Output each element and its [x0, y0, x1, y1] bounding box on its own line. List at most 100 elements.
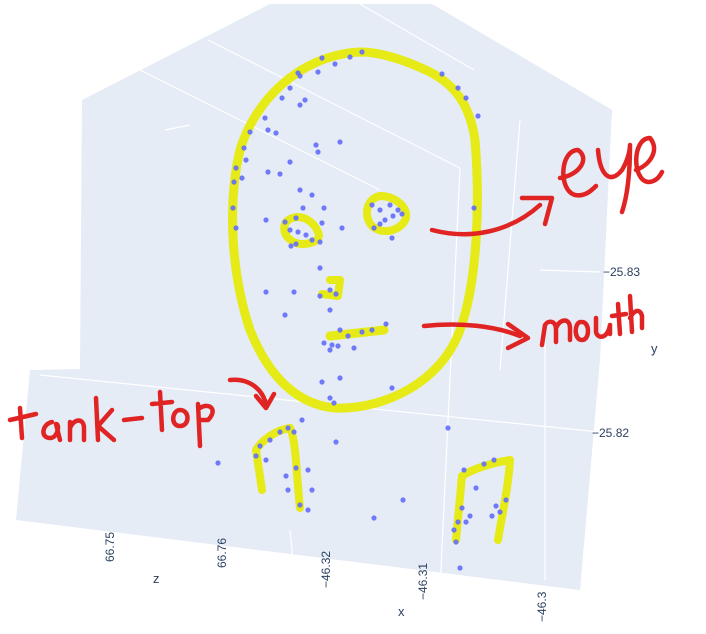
scatter-point[interactable] — [503, 497, 509, 503]
scatter-point[interactable] — [395, 207, 401, 213]
scatter-point[interactable] — [463, 519, 469, 525]
scatter-point[interactable] — [371, 225, 377, 231]
scatter-point[interactable] — [457, 565, 463, 571]
scatter-point[interactable] — [293, 215, 299, 221]
scatter-point[interactable] — [263, 289, 269, 295]
scatter-point[interactable] — [287, 159, 293, 165]
scatter-point[interactable] — [293, 465, 299, 471]
scatter-point[interactable] — [335, 343, 341, 349]
scatter-point[interactable] — [283, 473, 289, 479]
scatter-point[interactable] — [293, 241, 299, 247]
scatter-point[interactable] — [455, 519, 461, 525]
scatter-point[interactable] — [282, 219, 288, 225]
scatter-point[interactable] — [263, 217, 269, 223]
scatter-point[interactable] — [297, 502, 303, 508]
scatter-markers[interactable] — [215, 49, 509, 571]
scatter-point[interactable] — [359, 49, 365, 55]
scatter-point[interactable] — [371, 515, 377, 521]
scatter-point[interactable] — [333, 291, 339, 297]
scatter-point[interactable] — [288, 243, 294, 249]
scatter-point[interactable] — [327, 307, 333, 313]
scatter-point[interactable] — [262, 115, 268, 121]
scatter-point[interactable] — [297, 102, 303, 108]
scatter-point[interactable] — [282, 312, 288, 318]
scatter-point[interactable] — [305, 507, 311, 513]
scatter-point[interactable] — [491, 457, 497, 463]
scatter-point[interactable] — [291, 289, 297, 295]
scatter-point[interactable] — [345, 333, 351, 339]
scatter-point[interactable] — [277, 171, 283, 177]
scatter-point[interactable] — [382, 217, 388, 223]
scatter-point[interactable] — [287, 227, 293, 233]
scatter-point[interactable] — [295, 70, 301, 76]
scatter-point[interactable] — [319, 220, 325, 226]
scatter-point[interactable] — [389, 385, 395, 391]
scatter-point[interactable] — [445, 425, 451, 431]
scatter-point[interactable] — [299, 417, 305, 423]
scatter-point[interactable] — [347, 54, 353, 60]
scatter-point[interactable] — [305, 467, 311, 473]
scatter-point[interactable] — [321, 205, 327, 211]
scatter-point[interactable] — [337, 327, 343, 333]
scatter-point[interactable] — [285, 487, 291, 493]
scatter-point[interactable] — [377, 207, 383, 213]
scatter-point[interactable] — [247, 129, 253, 135]
scatter-point[interactable] — [265, 169, 271, 175]
scatter-point[interactable] — [287, 85, 293, 91]
scatter-point[interactable] — [475, 113, 481, 119]
scatter-point[interactable] — [309, 487, 315, 493]
scatter-point[interactable] — [309, 237, 315, 243]
scatter-point[interactable] — [309, 192, 315, 198]
scatter-point[interactable] — [369, 202, 375, 208]
scatter-point[interactable] — [285, 425, 291, 431]
scatter-point[interactable] — [257, 443, 263, 449]
scatter-point[interactable] — [215, 460, 221, 466]
scatter-point[interactable] — [327, 347, 333, 353]
scatter-point[interactable] — [315, 149, 321, 155]
scatter-point[interactable] — [455, 85, 461, 91]
scatter-point[interactable] — [377, 221, 383, 227]
scatter-point[interactable] — [315, 69, 321, 75]
scatter-point[interactable] — [241, 145, 247, 151]
scatter-point[interactable] — [463, 95, 469, 101]
scatter-point[interactable] — [461, 467, 467, 473]
scatter-point[interactable] — [400, 497, 406, 503]
scatter-point[interactable] — [319, 55, 325, 61]
scatter-point[interactable] — [329, 342, 335, 348]
scatter-point[interactable] — [317, 265, 323, 271]
scatter-point[interactable] — [439, 71, 445, 77]
scatter-point[interactable] — [451, 527, 457, 533]
scatter-point[interactable] — [383, 321, 389, 327]
scatter-point[interactable] — [459, 505, 465, 511]
scatter-point[interactable] — [327, 395, 333, 401]
scatter-point[interactable] — [279, 95, 285, 101]
scatter-point[interactable] — [303, 232, 309, 238]
scatter-point[interactable] — [481, 461, 487, 467]
scatter-point[interactable] — [273, 130, 279, 136]
scatter-point[interactable] — [317, 239, 323, 245]
scatter-point[interactable] — [319, 379, 325, 385]
scatter-point[interactable] — [337, 375, 343, 381]
scatter-point[interactable] — [253, 453, 259, 459]
scatter-point[interactable] — [337, 139, 343, 145]
scatter-point[interactable] — [389, 235, 395, 241]
scatter-point[interactable] — [359, 329, 365, 335]
scatter-point[interactable] — [473, 485, 479, 491]
scatter-point[interactable] — [313, 142, 319, 148]
scatter-point[interactable] — [331, 400, 337, 406]
scatter-point[interactable] — [295, 229, 301, 235]
scatter-point[interactable] — [333, 439, 339, 445]
scatter-point[interactable] — [332, 61, 338, 67]
scatter-point[interactable] — [399, 211, 405, 217]
scatter-point[interactable] — [233, 225, 239, 231]
scatter-point[interactable] — [291, 429, 297, 435]
scatter-point[interactable] — [230, 205, 236, 211]
scatter-point[interactable] — [339, 225, 345, 231]
scatter-point[interactable] — [263, 457, 269, 463]
scatter-point[interactable] — [302, 97, 308, 103]
scatter-point[interactable] — [265, 127, 271, 133]
scatter-point[interactable] — [387, 202, 393, 208]
scatter-point[interactable] — [497, 509, 503, 515]
scatter-point[interactable] — [277, 429, 283, 435]
